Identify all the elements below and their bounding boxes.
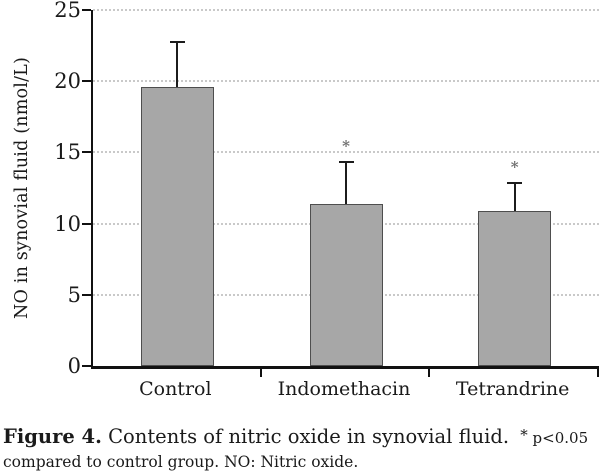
error-bar-tetrandrine	[513, 182, 516, 211]
error-bar-control	[176, 41, 179, 87]
p-value-text: p<0.05	[532, 429, 589, 447]
x-axis-tick	[259, 366, 262, 377]
x-category-label: Tetrandrine	[455, 378, 570, 400]
y-axis-tick-25	[82, 9, 91, 11]
y-tick-label: 25	[54, 0, 81, 22]
y-axis-tick-10	[82, 222, 91, 225]
x-category-label: Control	[139, 378, 212, 400]
significance-star: *	[510, 158, 519, 177]
error-cap-indomethacin	[338, 160, 354, 163]
bar-chart: NO in synovial fluid (nmol/L) * * 0 5 10 15 2…	[12, 0, 599, 400]
y-tick-label: 15	[54, 140, 81, 165]
y-axis-tick-5	[82, 293, 91, 296]
significance-star-note: *	[520, 426, 528, 444]
y-axis-tick-0	[82, 365, 91, 367]
y-axis-title: NO in synovial fluid (nmol/L)	[12, 56, 32, 320]
figure-caption-label: Figure 4.	[3, 425, 102, 448]
gridline-25	[93, 9, 599, 11]
error-cap-control	[169, 41, 185, 44]
x-category-label: Indomethacin	[277, 378, 411, 400]
y-tick-label: 0	[67, 354, 81, 378]
figure-caption-title: Contents of nitric oxide in synovial flu…	[108, 425, 510, 448]
error-cap-tetrandrine	[507, 182, 523, 185]
y-tick-label: 20	[54, 69, 81, 94]
bar-tetrandrine	[478, 210, 552, 366]
figure-caption: Figure 4. Contents of nitric oxide in sy…	[3, 422, 599, 472]
y-axis-tick-15	[82, 151, 91, 154]
error-bar-indomethacin	[345, 160, 347, 204]
gridline-20	[93, 80, 599, 83]
y-tick-label: 10	[54, 211, 81, 236]
bar-indomethacin	[309, 203, 383, 366]
plot-area: * *	[91, 9, 599, 377]
figure-caption-note: compared to control group. NO: Nitric ox…	[3, 453, 359, 471]
y-tick-label: 5	[67, 282, 81, 307]
y-axis-tick-20	[82, 80, 91, 83]
gridline-15	[93, 151, 599, 154]
bar-control	[140, 86, 214, 366]
figure-caption-note-inline: * p<0.05	[520, 426, 589, 447]
significance-star: *	[342, 136, 350, 155]
x-axis-tick	[428, 366, 431, 377]
x-axis-tick	[597, 366, 599, 377]
figure-caption-line1: Figure 4. Contents of nitric oxide in sy…	[3, 422, 599, 451]
